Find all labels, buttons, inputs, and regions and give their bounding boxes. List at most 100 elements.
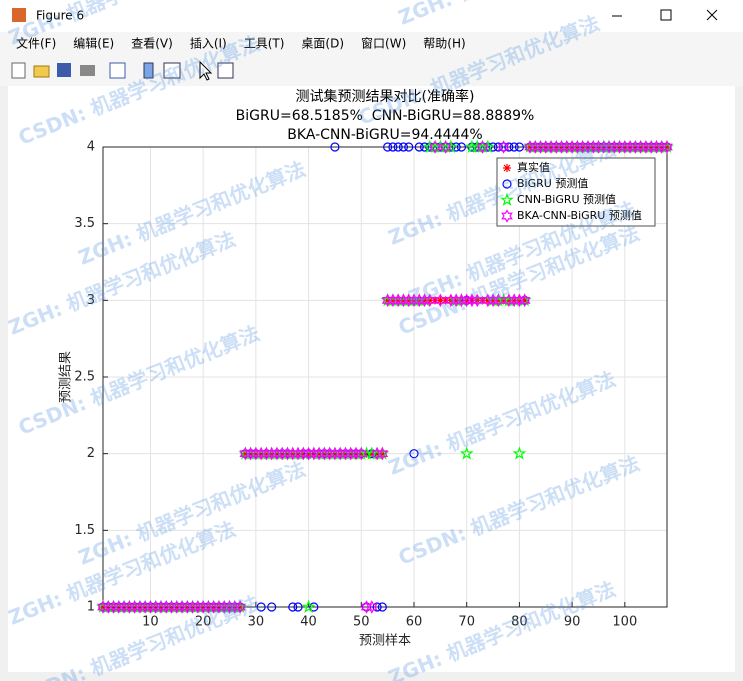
marker-hexagram xyxy=(186,600,199,614)
marker-hexagram xyxy=(297,446,310,461)
marker-hexagram xyxy=(165,600,178,614)
marker-hexagram xyxy=(123,600,136,614)
marker-circle xyxy=(267,602,277,612)
marker-hexagram xyxy=(571,140,584,154)
marker-asterisk xyxy=(167,603,176,611)
marker-hexagram xyxy=(308,446,320,461)
marker-hexagram xyxy=(402,293,415,308)
menu-item[interactable]: 工具(T) xyxy=(244,37,285,51)
x-tick-label: 20 xyxy=(195,615,212,630)
marker-asterisk xyxy=(552,143,561,151)
marker-circle xyxy=(377,602,387,612)
marker-asterisk xyxy=(462,296,471,305)
menu-item[interactable]: 查看(V) xyxy=(131,37,173,51)
tool-new[interactable] xyxy=(11,62,26,79)
y-axis-label: 预测结果 xyxy=(59,351,74,403)
menu-item[interactable]: 桌面(D) xyxy=(301,37,344,51)
marker-asterisk xyxy=(663,143,671,151)
marker-hexagram xyxy=(513,293,526,308)
menu-item[interactable]: 帮助(H) xyxy=(423,37,465,51)
marker-hexagram xyxy=(603,140,615,154)
marker-asterisk xyxy=(636,143,645,151)
marker-asterisk xyxy=(299,449,308,458)
menu-item[interactable]: 插入(I) xyxy=(190,37,227,51)
marker-hexagram xyxy=(323,446,336,461)
marker-hexagram xyxy=(460,293,473,308)
marker-asterisk xyxy=(483,296,492,305)
toolbar-icons xyxy=(11,60,234,81)
marker-hexagram xyxy=(661,140,673,154)
marker-asterisk xyxy=(193,603,202,611)
marker-hexagram xyxy=(365,600,378,614)
marker-asterisk xyxy=(225,603,234,611)
close-button[interactable] xyxy=(706,9,718,21)
marker-circle xyxy=(488,142,498,152)
marker-asterisk xyxy=(383,296,392,305)
marker-asterisk xyxy=(536,143,545,151)
tool-property[interactable] xyxy=(217,62,234,79)
marker-circle xyxy=(293,602,303,612)
tool-print[interactable] xyxy=(80,65,95,76)
tool-legend[interactable] xyxy=(163,62,181,79)
marker-asterisk xyxy=(641,143,650,151)
menu-item[interactable]: 窗口(W) xyxy=(361,37,406,51)
marker-asterisk xyxy=(357,449,366,458)
tool-link[interactable] xyxy=(109,62,126,79)
maximize-button[interactable] xyxy=(660,9,672,21)
x-tick-label: 70 xyxy=(458,615,475,630)
marker-hexagram xyxy=(497,140,510,154)
y-tick-label: 3 xyxy=(87,293,95,308)
marker-asterisk xyxy=(583,143,592,151)
tool-colorbar[interactable] xyxy=(143,62,154,79)
marker-hexagram xyxy=(624,140,636,154)
marker-circle xyxy=(502,179,512,189)
marker-hexagram xyxy=(255,446,267,461)
marker-hexagram xyxy=(97,600,109,614)
marker-hexagram xyxy=(329,446,341,461)
marker-asterisk xyxy=(420,296,429,305)
marker-asterisk xyxy=(388,296,397,305)
x-tick-label: 40 xyxy=(300,615,317,630)
marker-asterisk xyxy=(146,603,155,611)
marker-circle xyxy=(456,142,467,152)
menu-item[interactable]: 编辑(E) xyxy=(73,36,114,51)
marker-hexagram xyxy=(160,600,173,614)
marker-asterisk xyxy=(557,143,566,151)
marker-asterisk xyxy=(320,449,329,458)
marker-asterisk xyxy=(494,296,503,305)
marker-hexagram xyxy=(313,446,325,461)
menu-item[interactable]: 文件(F) xyxy=(16,36,56,51)
marker-asterisk xyxy=(162,603,171,611)
marker-asterisk xyxy=(278,449,287,458)
marker-asterisk xyxy=(446,296,455,305)
marker-hexagram xyxy=(501,209,513,223)
marker-asterisk xyxy=(631,143,640,151)
legend-box xyxy=(496,157,656,227)
app-icon xyxy=(12,8,26,22)
x-tick-label: 80 xyxy=(511,615,528,630)
marker-hexagram xyxy=(550,140,563,154)
marker-hexagram xyxy=(118,600,130,614)
marker-asterisk xyxy=(114,603,123,611)
marker-asterisk xyxy=(626,143,635,151)
tool-open[interactable] xyxy=(33,65,50,78)
marker-asterisk xyxy=(325,449,334,458)
tool-save[interactable] xyxy=(57,63,71,77)
marker-hexagram xyxy=(228,600,241,614)
marker-hexagram xyxy=(149,600,162,614)
marker-circle xyxy=(309,602,319,612)
tool-pointer[interactable] xyxy=(199,60,213,81)
legend-label: CNN-BiGRU 预测值 xyxy=(517,193,616,206)
marker-asterisk xyxy=(178,603,187,611)
marker-asterisk xyxy=(562,143,571,151)
marker-pentagram xyxy=(443,139,458,153)
legend-label: 真实值 xyxy=(517,160,550,174)
y-tick-label: 1.5 xyxy=(74,523,95,538)
marker-asterisk xyxy=(125,603,134,611)
marker-asterisk xyxy=(346,449,355,458)
marker-hexagram xyxy=(476,140,489,154)
marker-hexagram xyxy=(545,140,557,154)
marker-hexagram xyxy=(487,293,499,308)
marker-hexagram xyxy=(213,600,225,614)
marker-hexagram xyxy=(439,140,452,154)
